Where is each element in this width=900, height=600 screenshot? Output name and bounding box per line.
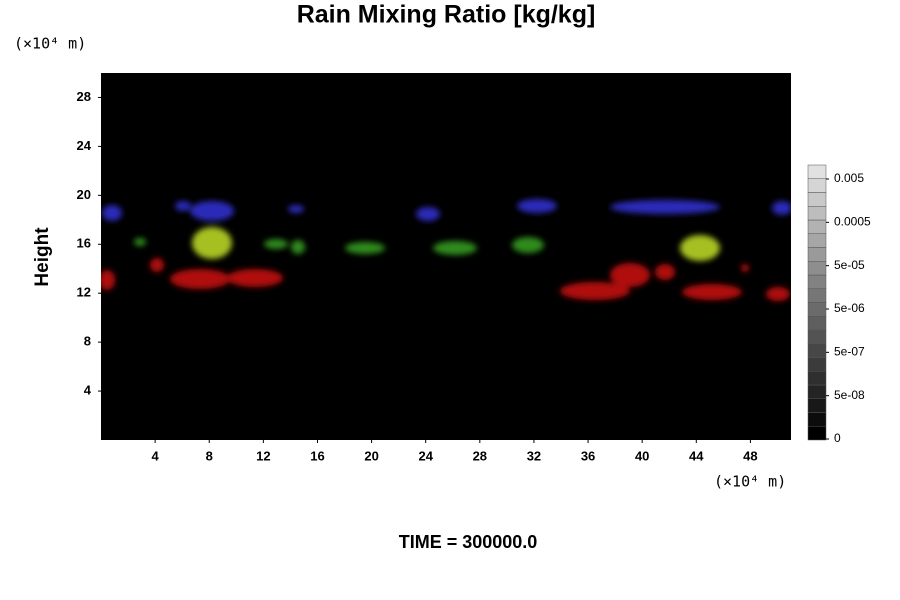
colorbar-tick-label: 5e-07	[834, 345, 865, 359]
colorbar-tick-label: 0.0005	[834, 215, 871, 229]
colorbar-band	[807, 398, 827, 413]
x-tick-label: 8	[206, 448, 213, 463]
colorbar-band	[807, 206, 827, 221]
y-tick-label: 24	[77, 138, 92, 153]
x-tick-label: 12	[256, 448, 270, 463]
colorbar-band	[807, 316, 827, 331]
x-tick-label: 4	[152, 448, 160, 463]
x-tick-label: 40	[635, 448, 649, 463]
x-tick-label: 36	[581, 448, 595, 463]
colorbar-band	[807, 384, 827, 399]
colorbar-band	[807, 357, 827, 372]
y-tick-label: 8	[84, 334, 91, 349]
y-tick-label: 28	[77, 89, 91, 104]
colorbar-band	[807, 343, 827, 358]
colorbar-band	[807, 274, 827, 289]
x-tick-label: 48	[743, 448, 757, 463]
time-annotation: TIME = 300000.0	[399, 532, 538, 552]
x-tick-label: 20	[364, 448, 378, 463]
colorbar-band	[807, 247, 827, 262]
field	[101, 199, 791, 301]
colorbar-band	[807, 371, 827, 386]
y-tick-label: 12	[77, 285, 91, 300]
colorbar-tick-label: 5e-06	[834, 301, 865, 315]
colorbar-tick-label: 0.005	[834, 171, 864, 185]
y-tick-label: 16	[77, 236, 91, 251]
x-tick-label: 24	[418, 448, 433, 463]
colorbar-band	[807, 261, 827, 276]
colorbar-tick-label: 5e-08	[834, 388, 865, 402]
colorbar-band	[807, 412, 827, 427]
colorbar-band	[807, 164, 827, 179]
chart-title: Rain Mixing Ratio [kg/kg]	[297, 1, 596, 29]
colorbar-tick-label: 5e-05	[834, 258, 865, 272]
colorbar-tick-label: 0	[834, 431, 841, 445]
colorbar-band	[807, 329, 827, 344]
x-tick-label: 44	[689, 448, 704, 463]
colorbar-band	[807, 426, 827, 441]
y-tick-label: 20	[77, 187, 91, 202]
colorbar-band	[807, 178, 827, 193]
colorbar-band	[807, 302, 827, 317]
colorbar-band	[807, 288, 827, 303]
x-tick-label: 32	[527, 448, 541, 463]
y-tick-label: 4	[84, 383, 92, 398]
x-tick-label: 28	[473, 448, 487, 463]
colorbar-band	[807, 192, 827, 207]
y-unit: (×10⁴ m)	[14, 35, 86, 53]
x-unit: (×10⁴ m)	[714, 473, 786, 491]
y-axis-label: Height	[32, 227, 53, 287]
colorbar-band	[807, 219, 827, 234]
colorbar-band	[807, 233, 827, 248]
x-tick-label: 16	[310, 448, 324, 463]
